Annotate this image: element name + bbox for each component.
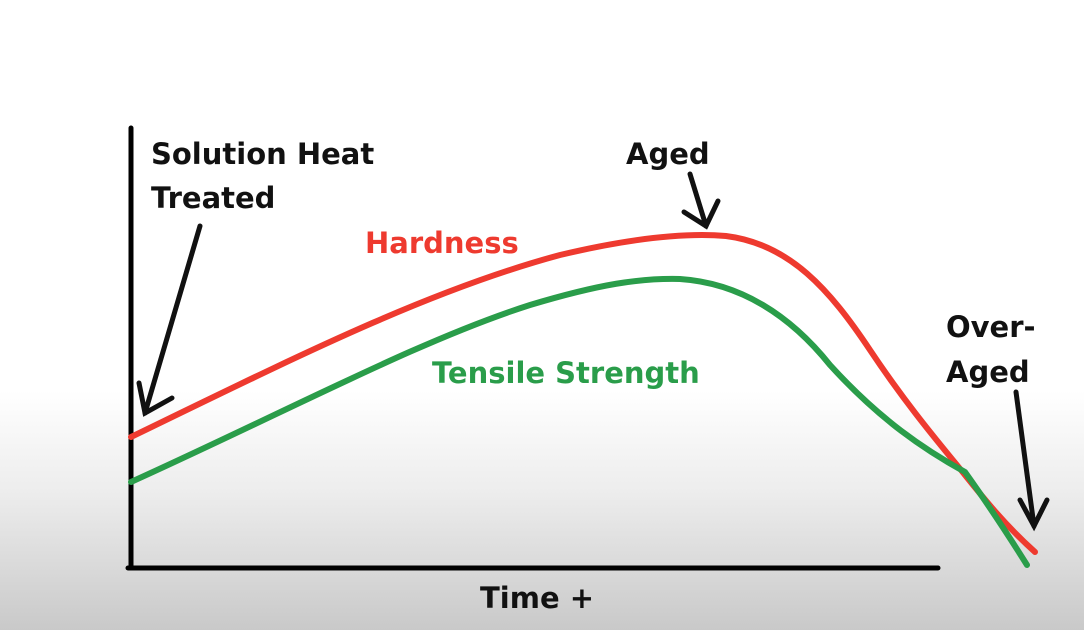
solution-label-line2: Treated <box>151 181 275 215</box>
over-aged-arrow <box>1013 389 1050 532</box>
tensile-curve <box>128 275 1030 568</box>
solution-label-line1: Solution Heat <box>151 137 374 171</box>
hardness-label: Hardness <box>365 226 519 260</box>
hardness-curve <box>128 232 1038 555</box>
tensile-strength-label: Tensile Strength <box>432 356 700 390</box>
solution-heat-treated-label: Solution Heat Treated <box>151 137 384 215</box>
over-aged-line1: Over- <box>946 310 1036 344</box>
over-aged-label: Over- Aged <box>946 310 1046 389</box>
solution-arrow <box>136 223 203 417</box>
x-axis-label: Time + <box>480 581 594 615</box>
over-aged-line2: Aged <box>946 355 1030 389</box>
aged-label: Aged <box>626 137 710 171</box>
aged-arrow <box>681 171 721 230</box>
